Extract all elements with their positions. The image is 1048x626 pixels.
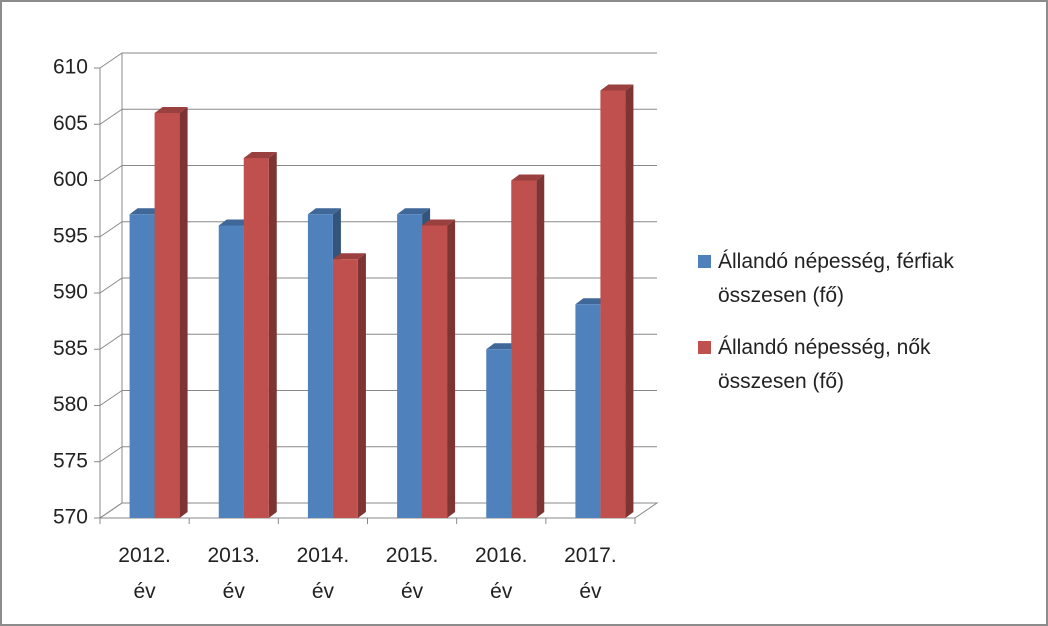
- bar-top: [397, 208, 431, 215]
- bar-front: [218, 225, 244, 518]
- y-tick-label: 570: [53, 506, 88, 529]
- bar-front: [397, 214, 423, 518]
- y-tick-label: 575: [53, 449, 88, 472]
- x-tick-label: 2016. év: [475, 544, 528, 603]
- x-tick-label: 2017. év: [564, 544, 617, 603]
- bar-front: [422, 225, 448, 518]
- tick-diagonal: [99, 333, 123, 350]
- bar: [154, 107, 188, 518]
- bar-top: [307, 208, 341, 215]
- bar-front: [486, 349, 512, 518]
- y-tick-label: 595: [53, 224, 88, 247]
- bar: [600, 84, 634, 518]
- y-tick-label: 605: [53, 112, 88, 135]
- legend-label: Állandó népesség, férfiak összesen (fő): [718, 250, 954, 307]
- bar-top: [243, 152, 277, 158]
- y-tick-label: 585: [53, 337, 88, 360]
- bar: [243, 152, 277, 518]
- bar-top: [332, 253, 366, 260]
- bar-top: [218, 219, 252, 226]
- x-tick-label: 2014. év: [297, 544, 350, 603]
- bar-front: [575, 304, 601, 518]
- bar-top: [575, 298, 609, 305]
- bar-side: [625, 84, 634, 518]
- legend-swatch: [698, 255, 711, 268]
- tick-diagonal: [99, 390, 123, 406]
- bar-top: [600, 84, 634, 91]
- y-tick-label: 590: [53, 281, 88, 304]
- bar-side: [536, 174, 545, 518]
- bar-front: [332, 259, 358, 518]
- bar: [422, 219, 456, 518]
- bar-side: [357, 253, 366, 518]
- tick-diagonal: [99, 52, 123, 69]
- tick-diagonal: [99, 165, 123, 181]
- bar-front: [600, 90, 626, 518]
- legend-swatch: [698, 341, 711, 354]
- x-tick-label: 2012. év: [118, 544, 171, 603]
- bar-front: [129, 214, 155, 518]
- tick-diagonal: [99, 446, 123, 463]
- tick-diagonal: [99, 277, 123, 294]
- bar-top: [511, 174, 545, 181]
- bar-front: [154, 113, 180, 518]
- bar-top: [486, 343, 520, 350]
- y-tick-label: 580: [53, 393, 88, 416]
- y-tick-label: 600: [53, 168, 88, 191]
- bar-front: [243, 158, 269, 518]
- x-tick-label: 2013. év: [207, 544, 260, 603]
- tick-diagonal: [99, 502, 123, 519]
- x-tick-label: 2015. év: [386, 544, 439, 603]
- bar-front: [307, 214, 333, 518]
- bar-top: [129, 208, 163, 215]
- bar-side: [447, 219, 456, 518]
- legend-label: Állandó népesség, nők összesen (fő): [718, 336, 931, 393]
- bar: [511, 174, 545, 518]
- bar: [332, 253, 366, 518]
- bar-side: [268, 152, 277, 518]
- bar-side: [179, 107, 188, 518]
- bar-top: [422, 219, 456, 226]
- bar-top: [154, 107, 188, 113]
- y-tick-label: 610: [53, 56, 88, 79]
- tick-diagonal: [99, 108, 123, 125]
- tick-diagonal: [99, 221, 123, 238]
- bar-front: [511, 180, 537, 518]
